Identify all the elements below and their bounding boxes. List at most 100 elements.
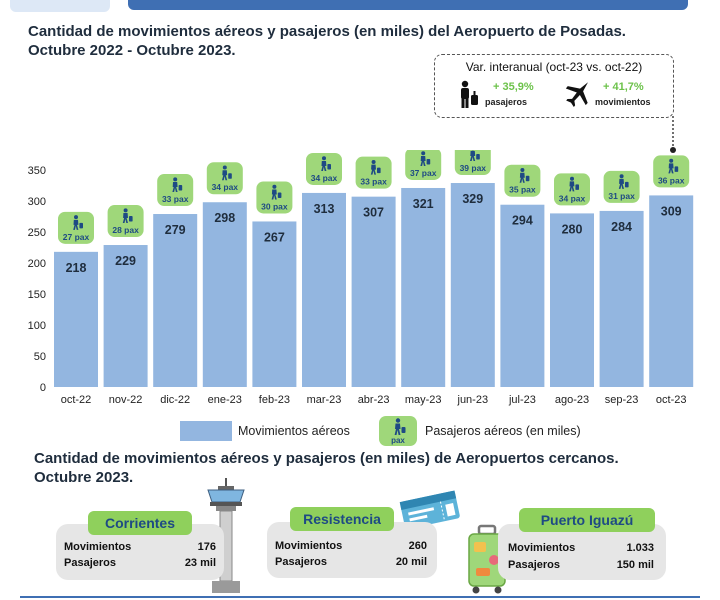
person-luggage-icon (618, 174, 629, 189)
bar-value-label: 309 (661, 204, 682, 218)
legend-swatch-movimientos (180, 421, 232, 441)
bar (153, 214, 198, 387)
bar (401, 187, 446, 387)
bar (302, 192, 346, 387)
person-luggage-icon (470, 150, 480, 162)
subtitle-line-2: Octubre 2023. (34, 469, 134, 486)
bar-value-label: 280 (562, 222, 583, 236)
header-logo-block (10, 0, 110, 12)
x-tick-label: dic-22 (160, 394, 190, 406)
pax-badge-label: 30 pax (261, 201, 288, 211)
person-luggage-icon (271, 184, 282, 200)
airplane-icon (565, 82, 588, 107)
pax-badge-label: 28 pax (112, 225, 139, 235)
person-luggage-icon (461, 80, 478, 108)
card-mov-value: 176 (197, 541, 216, 553)
airport-card-resistencia: Movimientos 260 Pasajeros 20 mil (267, 522, 437, 578)
bar (103, 245, 148, 387)
person-luggage-icon (370, 159, 381, 175)
pax-badge (206, 162, 243, 195)
card-mov-label: Movimientos (275, 540, 343, 552)
variation-title: Var. interanual (oct-23 vs. oct-22) (465, 60, 643, 74)
y-tick-label: 200 (28, 258, 46, 270)
bar-value-label: 279 (165, 223, 186, 237)
card-mov-value: 1.033 (626, 542, 654, 554)
bar (550, 213, 594, 387)
person-luggage-icon (569, 176, 579, 192)
legend-label-movimientos: Movimientos aéreos (238, 424, 350, 438)
x-tick-label: abr-23 (358, 394, 390, 406)
card-pas-label: Pasajeros (508, 559, 560, 571)
bar-value-label: 313 (314, 202, 335, 216)
airport-tag-resistencia: Resistencia (290, 507, 394, 531)
bar-value-label: 229 (115, 254, 136, 268)
nearby-airports-title: Cantidad de movimientos aéreos y pasajer… (34, 449, 704, 487)
pax-badge (306, 152, 342, 185)
bottom-line (20, 596, 700, 598)
x-tick-label: mar-23 (307, 394, 342, 406)
legend-pax-text: pax (391, 436, 405, 445)
pax-badge (554, 173, 590, 206)
var-pasajeros-value: + 35,9% (493, 81, 534, 93)
y-tick-label: 0 (40, 382, 46, 394)
airport-tag-corrientes: Corrientes (88, 511, 192, 535)
var-movimientos-label: movimientos (595, 97, 651, 107)
x-tick-label: may-23 (405, 394, 442, 406)
y-tick-label: 150 (28, 289, 46, 301)
card-mov-value: 260 (408, 540, 427, 552)
person-luggage-icon (519, 168, 530, 183)
title-line-2: Octubre 2022 - Octubre 2023. (28, 42, 236, 59)
pax-badge-label: 36 pax (658, 175, 685, 185)
page-title: Cantidad de movimientos aéreos y pasajer… (28, 22, 708, 60)
y-tick-label: 300 (28, 196, 46, 208)
person-luggage-icon (668, 158, 679, 174)
card-pas-label: Pasajeros (275, 556, 327, 568)
legend-pax-badge: pax (379, 416, 417, 446)
pax-badge (504, 164, 541, 197)
y-tick-label: 100 (28, 320, 46, 332)
person-luggage-icon (172, 177, 183, 193)
airport-card-corrientes: Movimientos 176 Pasajeros 23 mil (56, 524, 224, 580)
pax-badge-label: 34 pax (559, 193, 586, 203)
x-tick-label: nov-22 (109, 394, 143, 406)
card-mov-label: Movimientos (508, 542, 576, 554)
x-tick-label: oct-22 (61, 394, 92, 406)
header-strip (128, 0, 688, 10)
person-luggage-icon (73, 215, 83, 230)
bar-value-label: 284 (611, 220, 632, 234)
x-tick-label: jun-23 (457, 394, 489, 406)
card-pas-value: 23 mil (184, 557, 216, 569)
x-tick-label: oct-23 (656, 394, 687, 406)
header-band (0, 0, 720, 14)
pax-badge-label: 34 pax (212, 182, 239, 192)
pax-badge-label: 31 pax (608, 191, 635, 201)
bar (500, 204, 545, 387)
pax-badge (256, 181, 293, 214)
x-tick-label: ago-23 (555, 394, 589, 406)
pax-badge (653, 155, 690, 188)
pax-badge-label: 34 pax (311, 173, 338, 183)
pax-badge (405, 150, 442, 180)
bar (54, 251, 98, 387)
person-luggage-icon (222, 165, 232, 181)
pax-badge (355, 156, 392, 189)
pax-badge (157, 174, 194, 207)
airport-tag-puerto-iguazu: Puerto Iguazú (519, 508, 655, 532)
y-tick-label: 350 (28, 165, 46, 177)
boarding-pass-icon (399, 490, 460, 529)
pax-badge-label: 37 pax (410, 168, 437, 178)
pax-badge-label: 33 pax (360, 177, 387, 187)
bar-value-label: 298 (214, 211, 235, 225)
bar (202, 202, 247, 387)
var-pasajeros-label: pasajeros (485, 97, 528, 107)
bar-chart: 0 50 100 150 200 250 300 350 218 oct-22 27 pax 229 n… (28, 150, 694, 406)
bar-value-label: 329 (462, 192, 483, 206)
bar (351, 196, 396, 387)
pax-badge-label: 33 pax (162, 194, 189, 204)
pax-badge-label: 35 pax (509, 185, 536, 195)
person-luggage-icon (122, 208, 133, 224)
bar-value-label: 321 (413, 197, 434, 211)
bar-value-label: 307 (363, 206, 384, 220)
x-tick-label: jul-23 (508, 394, 536, 406)
bar (599, 210, 644, 387)
